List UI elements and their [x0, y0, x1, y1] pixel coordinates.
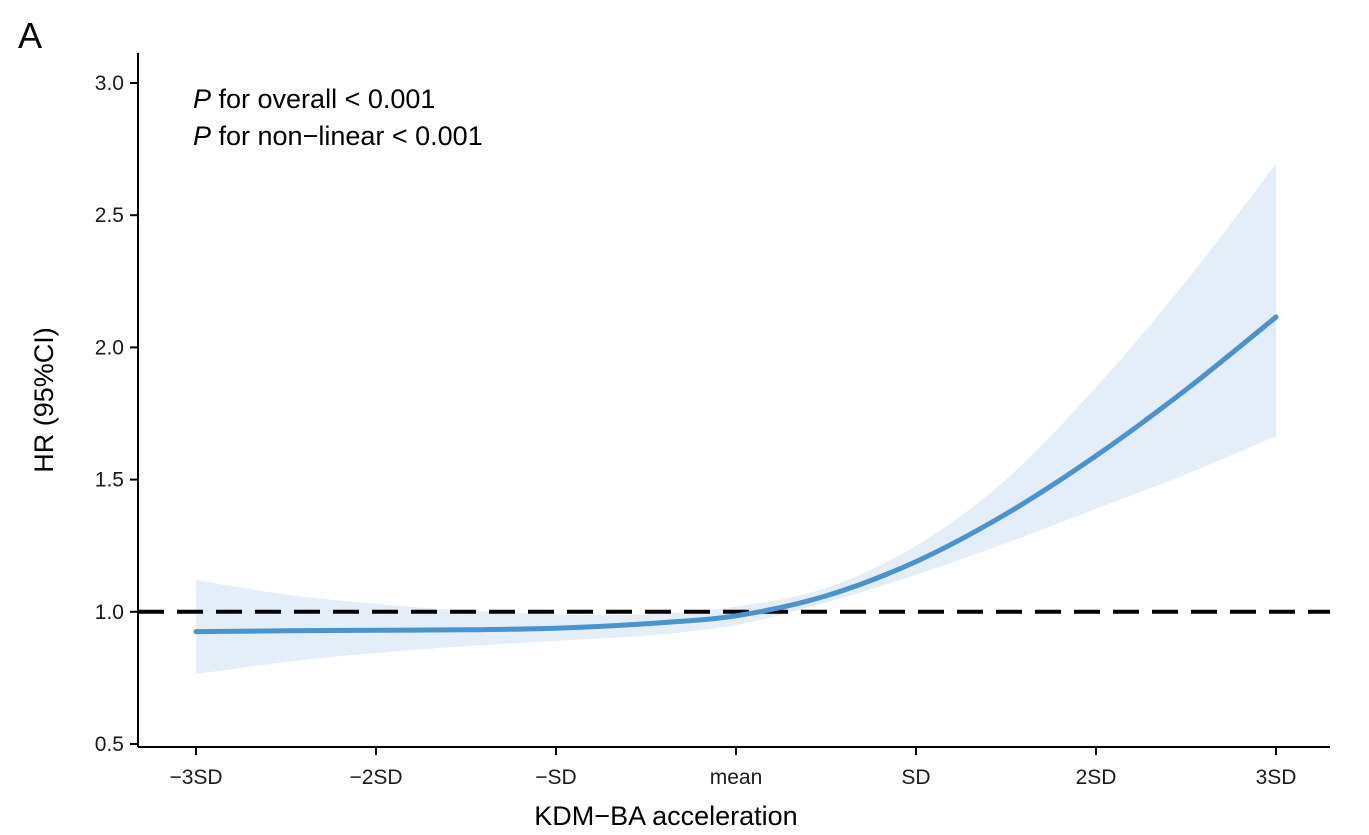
x-tick-label: SD	[901, 766, 930, 789]
x-axis-title: KDM−BA acceleration	[534, 801, 797, 831]
x-tick-label: −3SD	[169, 766, 222, 789]
hazard-ratio-line	[193, 314, 1279, 635]
x-ticks: −3SD −2SD −SD mean SD 2SD 3SD	[169, 747, 1296, 789]
x-tick-label: 3SD	[1256, 766, 1297, 789]
y-tick-label: 2.5	[95, 204, 124, 227]
x-tick-label: −SD	[535, 766, 576, 789]
y-tick-label: 1.5	[95, 469, 124, 492]
y-tick-label: 3.0	[95, 72, 124, 95]
y-tick-label: 1.0	[95, 601, 124, 624]
p-nonlinear-annotation: P for non−linear < 0.001	[193, 121, 483, 151]
x-tick-label: −2SD	[349, 766, 402, 789]
p-overall-italic: P	[193, 84, 211, 114]
y-axis-title: HR (95%CI)	[29, 327, 59, 473]
x-tick-label: 2SD	[1076, 766, 1117, 789]
p-overall-annotation: P for overall < 0.001	[193, 84, 435, 114]
confidence-band	[196, 163, 1276, 674]
axes: −3SD −2SD −SD mean SD 2SD 3SD 0.5 1.0 1.5 2.0 2.5 3…	[95, 53, 1330, 789]
plot-area	[138, 163, 1330, 674]
annotations: P for overall < 0.001 P for non−linear <…	[193, 84, 483, 151]
y-tick-label: 0.5	[95, 733, 124, 756]
panel-label: A	[18, 15, 42, 56]
p-nonlinear-italic: P	[193, 121, 211, 151]
y-tick-label: 2.0	[95, 336, 124, 359]
p-overall-text: for overall < 0.001	[211, 84, 435, 114]
x-tick-label: mean	[710, 766, 763, 789]
p-nonlinear-text: for non−linear < 0.001	[211, 121, 483, 151]
y-ticks: 0.5 1.0 1.5 2.0 2.5 3.0	[95, 72, 138, 756]
